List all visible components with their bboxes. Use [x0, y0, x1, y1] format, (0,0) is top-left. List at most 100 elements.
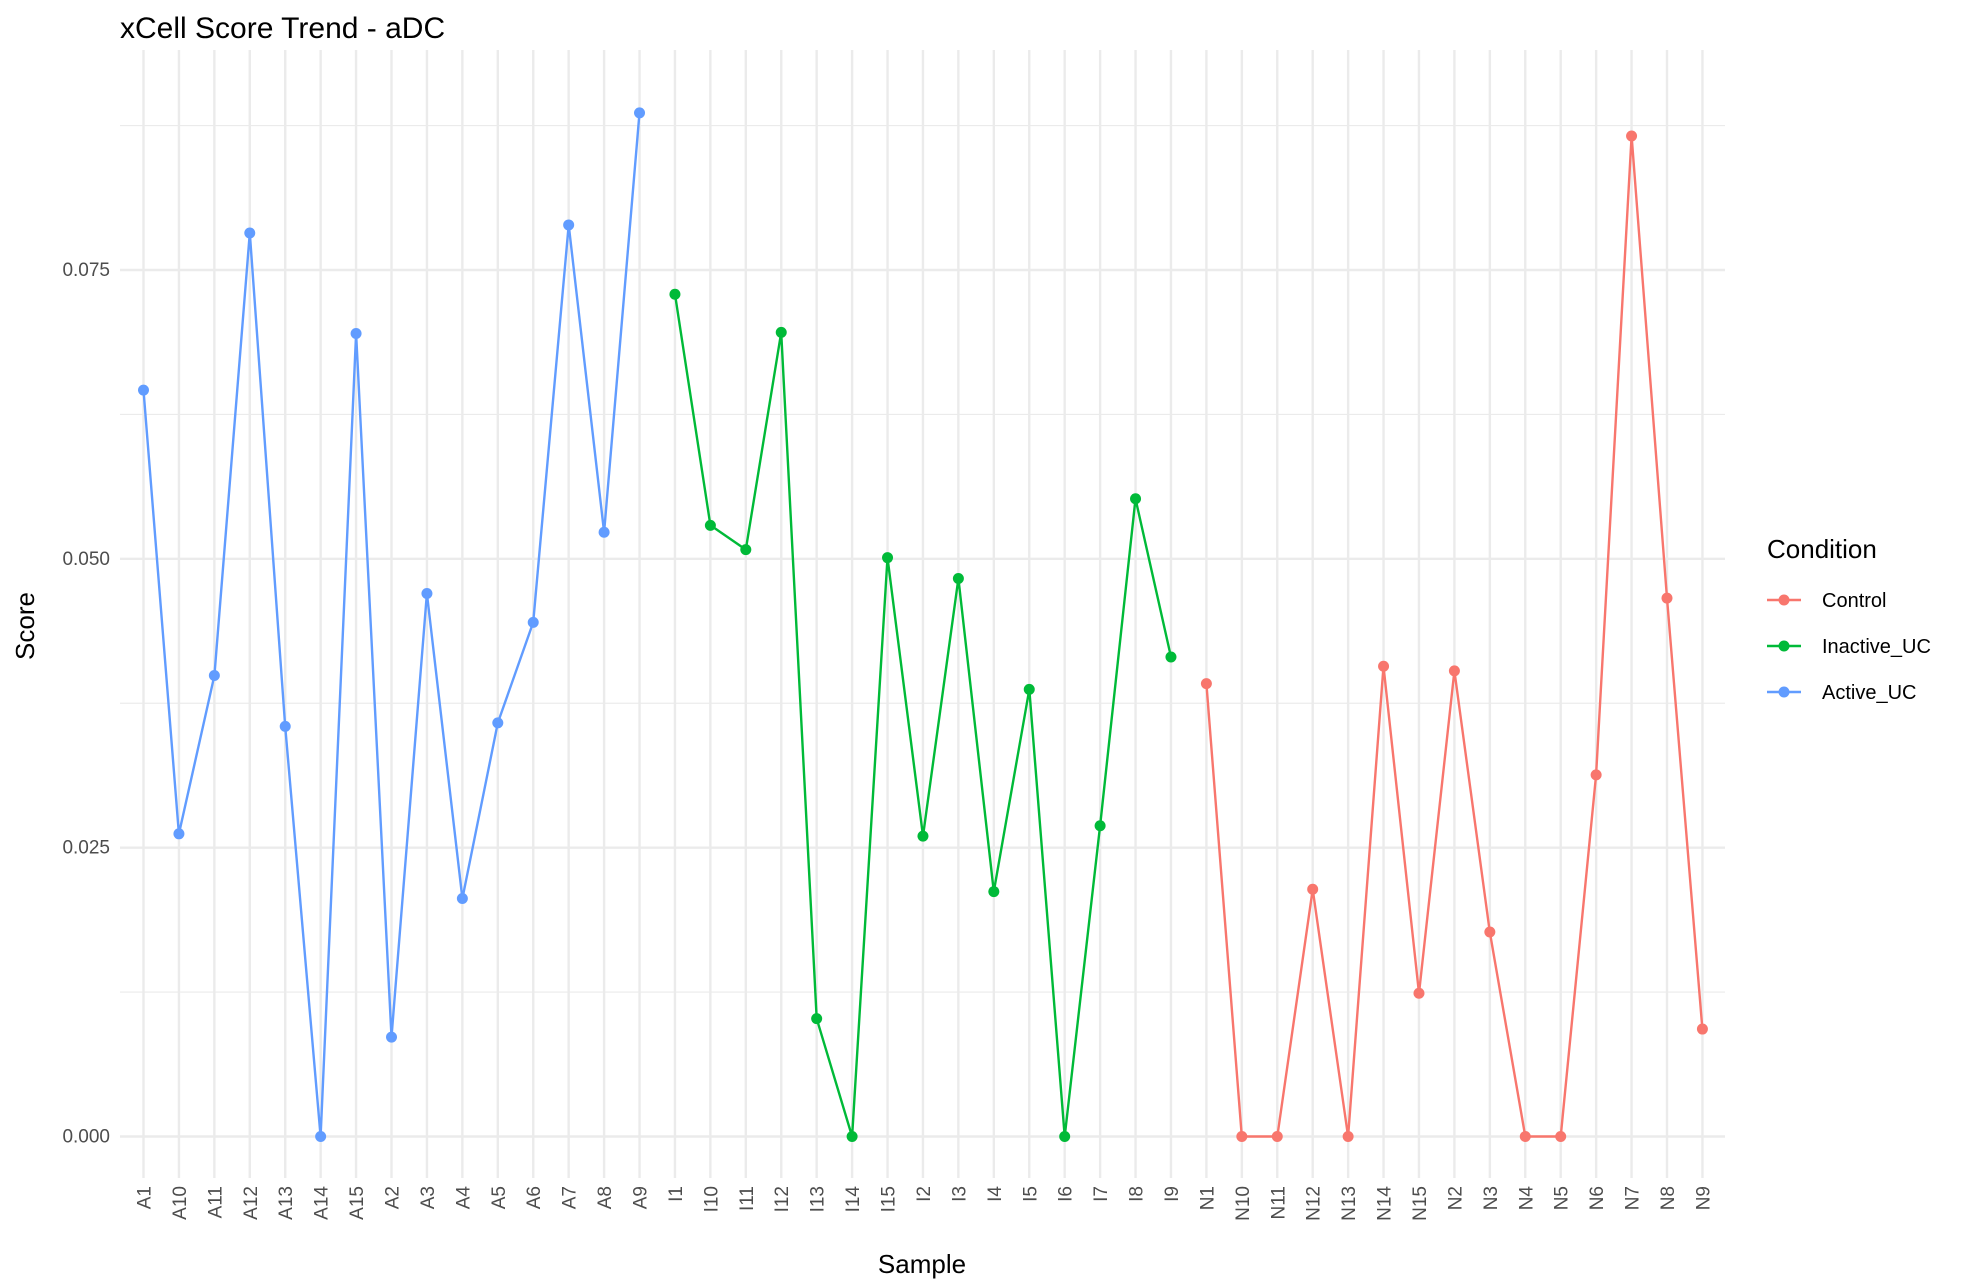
- x-tick-label: N5: [1552, 1186, 1573, 1210]
- data-point-a15: [350, 328, 362, 340]
- data-point-n12: [1307, 883, 1319, 895]
- data-point-a5: [492, 717, 504, 729]
- legend-items: Control Inactive_UC Active_UC: [1767, 590, 1931, 704]
- data-point-a14: [315, 1131, 327, 1142]
- x-tick-label: N3: [1481, 1186, 1502, 1210]
- data-point-a3: [421, 587, 433, 599]
- data-point-n1: [1200, 678, 1212, 690]
- data-point-i10: [704, 519, 716, 531]
- x-tick-label: N15: [1410, 1186, 1431, 1221]
- data-point-n4: [1519, 1131, 1531, 1142]
- x-tick-label: I13: [808, 1186, 829, 1212]
- x-tick-label: I6: [1056, 1186, 1077, 1202]
- x-tick-label: N10: [1233, 1186, 1254, 1221]
- data-point-n10: [1236, 1131, 1248, 1142]
- data-point-n15: [1413, 987, 1425, 999]
- legend-title: Condition: [1767, 534, 1877, 564]
- x-tick-label: A3: [418, 1186, 439, 1209]
- x-tick-label: I3: [949, 1186, 970, 1202]
- legend: Condition Control Inactive_UC Active_UC: [1767, 534, 1931, 704]
- x-tick-label: A10: [170, 1186, 191, 1220]
- legend-key-point: [1778, 640, 1790, 652]
- data-point-n3: [1484, 926, 1496, 938]
- x-tick-label: N6: [1587, 1186, 1608, 1210]
- data-point-a8: [598, 526, 610, 538]
- data-point-i4: [988, 886, 1000, 898]
- x-tick-label: N4: [1516, 1186, 1537, 1211]
- data-point-a4: [456, 893, 468, 905]
- x-tick-label: A13: [276, 1186, 297, 1220]
- data-point-a10: [173, 828, 185, 840]
- x-tick-label: A6: [524, 1186, 545, 1209]
- x-axis-label: Sample: [878, 1249, 966, 1279]
- data-point-a2: [386, 1031, 398, 1043]
- legend-label-control: Control: [1822, 590, 1886, 612]
- data-point-n7: [1626, 130, 1638, 142]
- data-point-a7: [563, 219, 575, 231]
- data-point-i11: [740, 544, 752, 556]
- y-tick-label: 0.050: [62, 549, 110, 570]
- data-point-i14: [846, 1131, 858, 1142]
- x-tick-label: N11: [1268, 1186, 1289, 1219]
- legend-label-active_uc: Active_UC: [1822, 682, 1916, 704]
- x-tick-label: I10: [701, 1186, 722, 1212]
- x-tick-label: I12: [772, 1186, 793, 1212]
- x-tick-label: I2: [914, 1186, 935, 1202]
- x-tick-label: N2: [1445, 1186, 1466, 1210]
- series-points: [138, 107, 1708, 1142]
- data-point-a1: [138, 384, 149, 396]
- data-point-a11: [208, 670, 220, 682]
- x-tick-label: I1: [666, 1186, 687, 1202]
- x-tick-label: A8: [595, 1186, 616, 1209]
- data-point-a6: [527, 616, 539, 628]
- x-tick-label: A14: [312, 1186, 333, 1220]
- x-tick-label: A7: [560, 1186, 581, 1209]
- chart-title: xCell Score Trend - aDC: [120, 12, 445, 45]
- data-point-n5: [1555, 1131, 1567, 1142]
- data-point-n6: [1590, 769, 1602, 781]
- x-tick-label: I8: [1127, 1186, 1148, 1202]
- x-tick-label: A12: [241, 1186, 262, 1220]
- data-point-i7: [1094, 820, 1106, 832]
- data-point-i1: [669, 288, 681, 300]
- x-tick-label: I11: [737, 1186, 758, 1211]
- x-tick-label: N8: [1658, 1186, 1679, 1210]
- data-point-i2: [917, 830, 929, 842]
- data-point-a12: [244, 227, 256, 239]
- x-tick-label: A9: [631, 1186, 652, 1209]
- legend-label-inactive_uc: Inactive_UC: [1822, 636, 1931, 658]
- data-point-n11: [1271, 1131, 1283, 1142]
- x-tick-label: I5: [1020, 1186, 1041, 1202]
- data-point-i13: [811, 1013, 823, 1025]
- y-axis-tick-labels: 0.000 0.025 0.050 0.075: [62, 260, 110, 1148]
- data-point-n13: [1342, 1131, 1354, 1142]
- data-point-a9: [634, 107, 646, 119]
- data-point-i12: [775, 326, 787, 338]
- data-point-i6: [1059, 1131, 1071, 1142]
- x-tick-label: I9: [1162, 1186, 1183, 1202]
- legend-key-point: [1778, 594, 1790, 606]
- x-tick-label: A4: [453, 1186, 474, 1210]
- y-tick-label: 0.000: [62, 1127, 110, 1148]
- y-axis-label: Score: [10, 592, 40, 660]
- x-tick-label: I14: [843, 1186, 864, 1213]
- x-tick-label: A15: [347, 1186, 368, 1220]
- x-tick-label: N1: [1197, 1186, 1218, 1210]
- y-tick-label: 0.025: [62, 838, 110, 859]
- x-tick-label: I4: [985, 1186, 1006, 1202]
- y-tick-label: 0.075: [62, 260, 110, 281]
- data-point-n8: [1661, 592, 1673, 604]
- legend-key-point: [1778, 686, 1790, 698]
- data-point-a13: [279, 720, 291, 732]
- x-tick-label: N9: [1693, 1186, 1714, 1210]
- x-tick-label: I15: [879, 1186, 900, 1212]
- x-axis-tick-labels: A1 A10 A11 A12 A13 A14 A15 A2 A3 A4 A5 A6 A7 A8 A9 I1 I1…: [135, 1186, 1715, 1221]
- x-tick-label: N13: [1339, 1186, 1360, 1221]
- data-point-i3: [952, 572, 964, 584]
- x-tick-label: N12: [1304, 1186, 1325, 1221]
- data-point-i5: [1023, 683, 1035, 695]
- data-point-n14: [1378, 660, 1390, 672]
- x-tick-label: A5: [489, 1186, 510, 1209]
